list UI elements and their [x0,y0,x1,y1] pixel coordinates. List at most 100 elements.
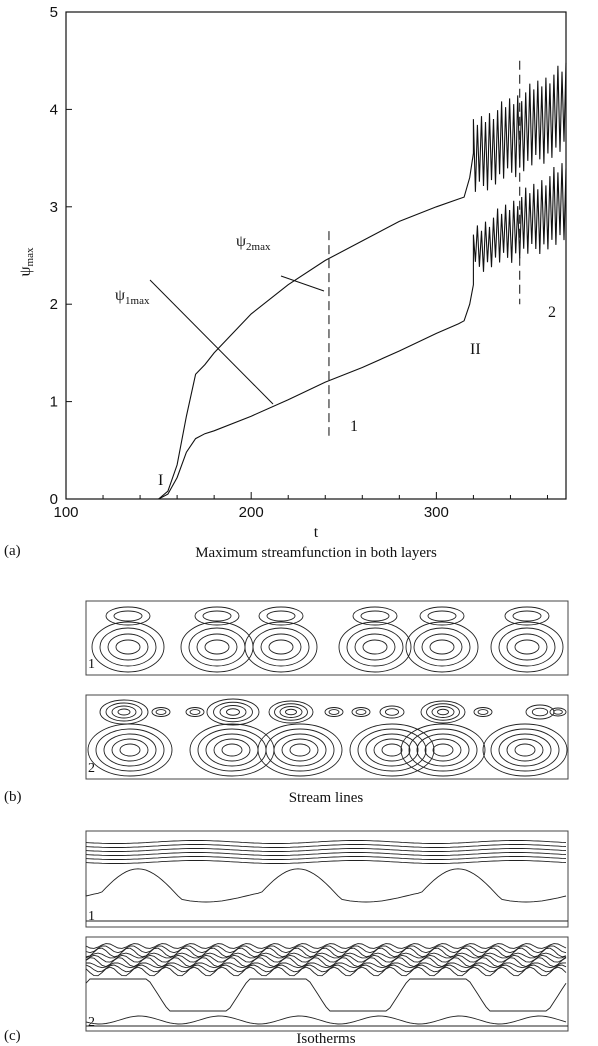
lower-cell [429,639,455,655]
upper-cell [512,610,542,622]
panel-b-label: (b) [4,789,22,805]
lower-cell [362,639,388,655]
lower-cell [196,633,238,661]
upper-cell [360,610,390,622]
isotherm-line [85,945,567,954]
lower-cell [498,627,556,667]
isotherm-line [85,844,567,848]
streamlines-label-1: 1 [88,657,95,672]
lower-cell [107,633,149,661]
isotherm-line [85,962,567,969]
upper-cell [189,709,201,715]
lower-cell [400,723,486,777]
lower-cell [421,633,463,661]
upper-cell [437,708,449,716]
lower-cell [349,723,435,777]
upper-cell [202,610,232,622]
upper-cell [99,699,149,725]
point-label-II: II [470,341,481,358]
lower-cell [115,639,141,655]
lower-cell [265,728,335,772]
upper-cell [285,708,297,716]
lower-cell [289,743,311,757]
upper-cell [553,709,563,715]
y-tick-label: 1 [50,394,58,411]
isotherm-line [85,848,567,852]
upper-cell [324,707,344,717]
upper-cell [352,606,398,626]
upper-cell [420,700,466,724]
y-tick-label: 4 [50,101,58,118]
lower-cell [373,738,411,762]
upper-cell [477,709,489,715]
lower-cell [357,728,427,772]
isotherms-frame-1 [85,830,569,928]
series-line-psi1max [158,163,567,500]
y-axis-label: ψmax [17,247,36,276]
upper-cell [219,705,247,719]
isotherms-label-1: 1 [88,909,95,924]
marker-label-2: 2 [548,304,556,321]
lower-cell [365,733,419,767]
panel-c: 1 2 (c) Isotherms [4,830,569,1046]
isotherm-line [85,952,567,959]
lower-cell [514,639,540,655]
upper-cell [355,709,367,715]
psi2-leader-line [280,275,325,292]
isotherm-line [85,860,567,864]
streamlines-label-2: 2 [88,761,95,776]
isotherm-plume [85,978,567,1012]
upper-cell [117,708,131,716]
lower-cell [405,621,479,673]
y-axis-label-sub: max [24,247,36,266]
lower-cell [354,633,396,661]
psi1-leader-line [149,279,274,405]
upper-cell [328,709,340,715]
x-axis-label: t [314,524,319,541]
lower-cell [413,627,471,667]
lower-cell [204,639,230,655]
upper-cell [213,701,253,723]
streamlines-pattern-2 [87,698,568,777]
y-tick-label: 0 [50,491,58,508]
lower-cell [103,733,157,767]
y-tick-label: 2 [50,296,58,313]
upper-cell [384,708,400,716]
lower-cell [490,728,560,772]
panel-a-label: (a) [4,543,21,559]
lower-cell [338,621,412,673]
lower-cell [111,738,149,762]
panel-b: 1 2 (b) Stream lines [4,600,569,806]
upper-cell [111,705,137,719]
upper-cell [113,610,143,622]
lower-cell [91,621,165,673]
isotherms-pattern-2 [85,943,568,1027]
series-line-psi2max [158,62,567,500]
x-tick-label: 300 [424,504,449,521]
upper-cell [379,705,405,719]
isotherm-line [85,1015,567,1025]
upper-cell [155,709,167,715]
upper-cell [151,707,171,717]
lower-cell [189,723,275,777]
lower-cell [514,743,536,757]
lower-cell [482,723,568,777]
isotherm-line [85,856,567,860]
lower-cell [381,743,403,757]
lower-cell [244,621,318,673]
upper-cell [419,606,465,626]
upper-cell [206,698,260,726]
lower-cell [268,639,294,655]
upper-cell [504,606,550,626]
lower-cell [257,723,343,777]
y-axis-label-main: ψ [17,266,34,276]
lower-cell [95,728,165,772]
panel-c-label: (c) [4,1028,21,1044]
lower-cell [490,621,564,673]
lower-cell [87,723,173,777]
upper-cell [351,707,371,717]
marker-label-1: 1 [350,418,358,435]
lower-cell [197,728,267,772]
upper-cell [426,703,460,721]
series-layer [158,62,567,500]
